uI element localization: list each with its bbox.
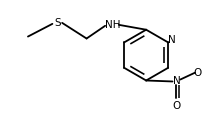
Text: NH: NH: [105, 20, 121, 30]
Text: N: N: [173, 77, 180, 87]
Text: O: O: [172, 101, 181, 111]
Text: N: N: [168, 35, 176, 45]
Text: O: O: [194, 68, 202, 78]
Text: S: S: [54, 18, 61, 28]
